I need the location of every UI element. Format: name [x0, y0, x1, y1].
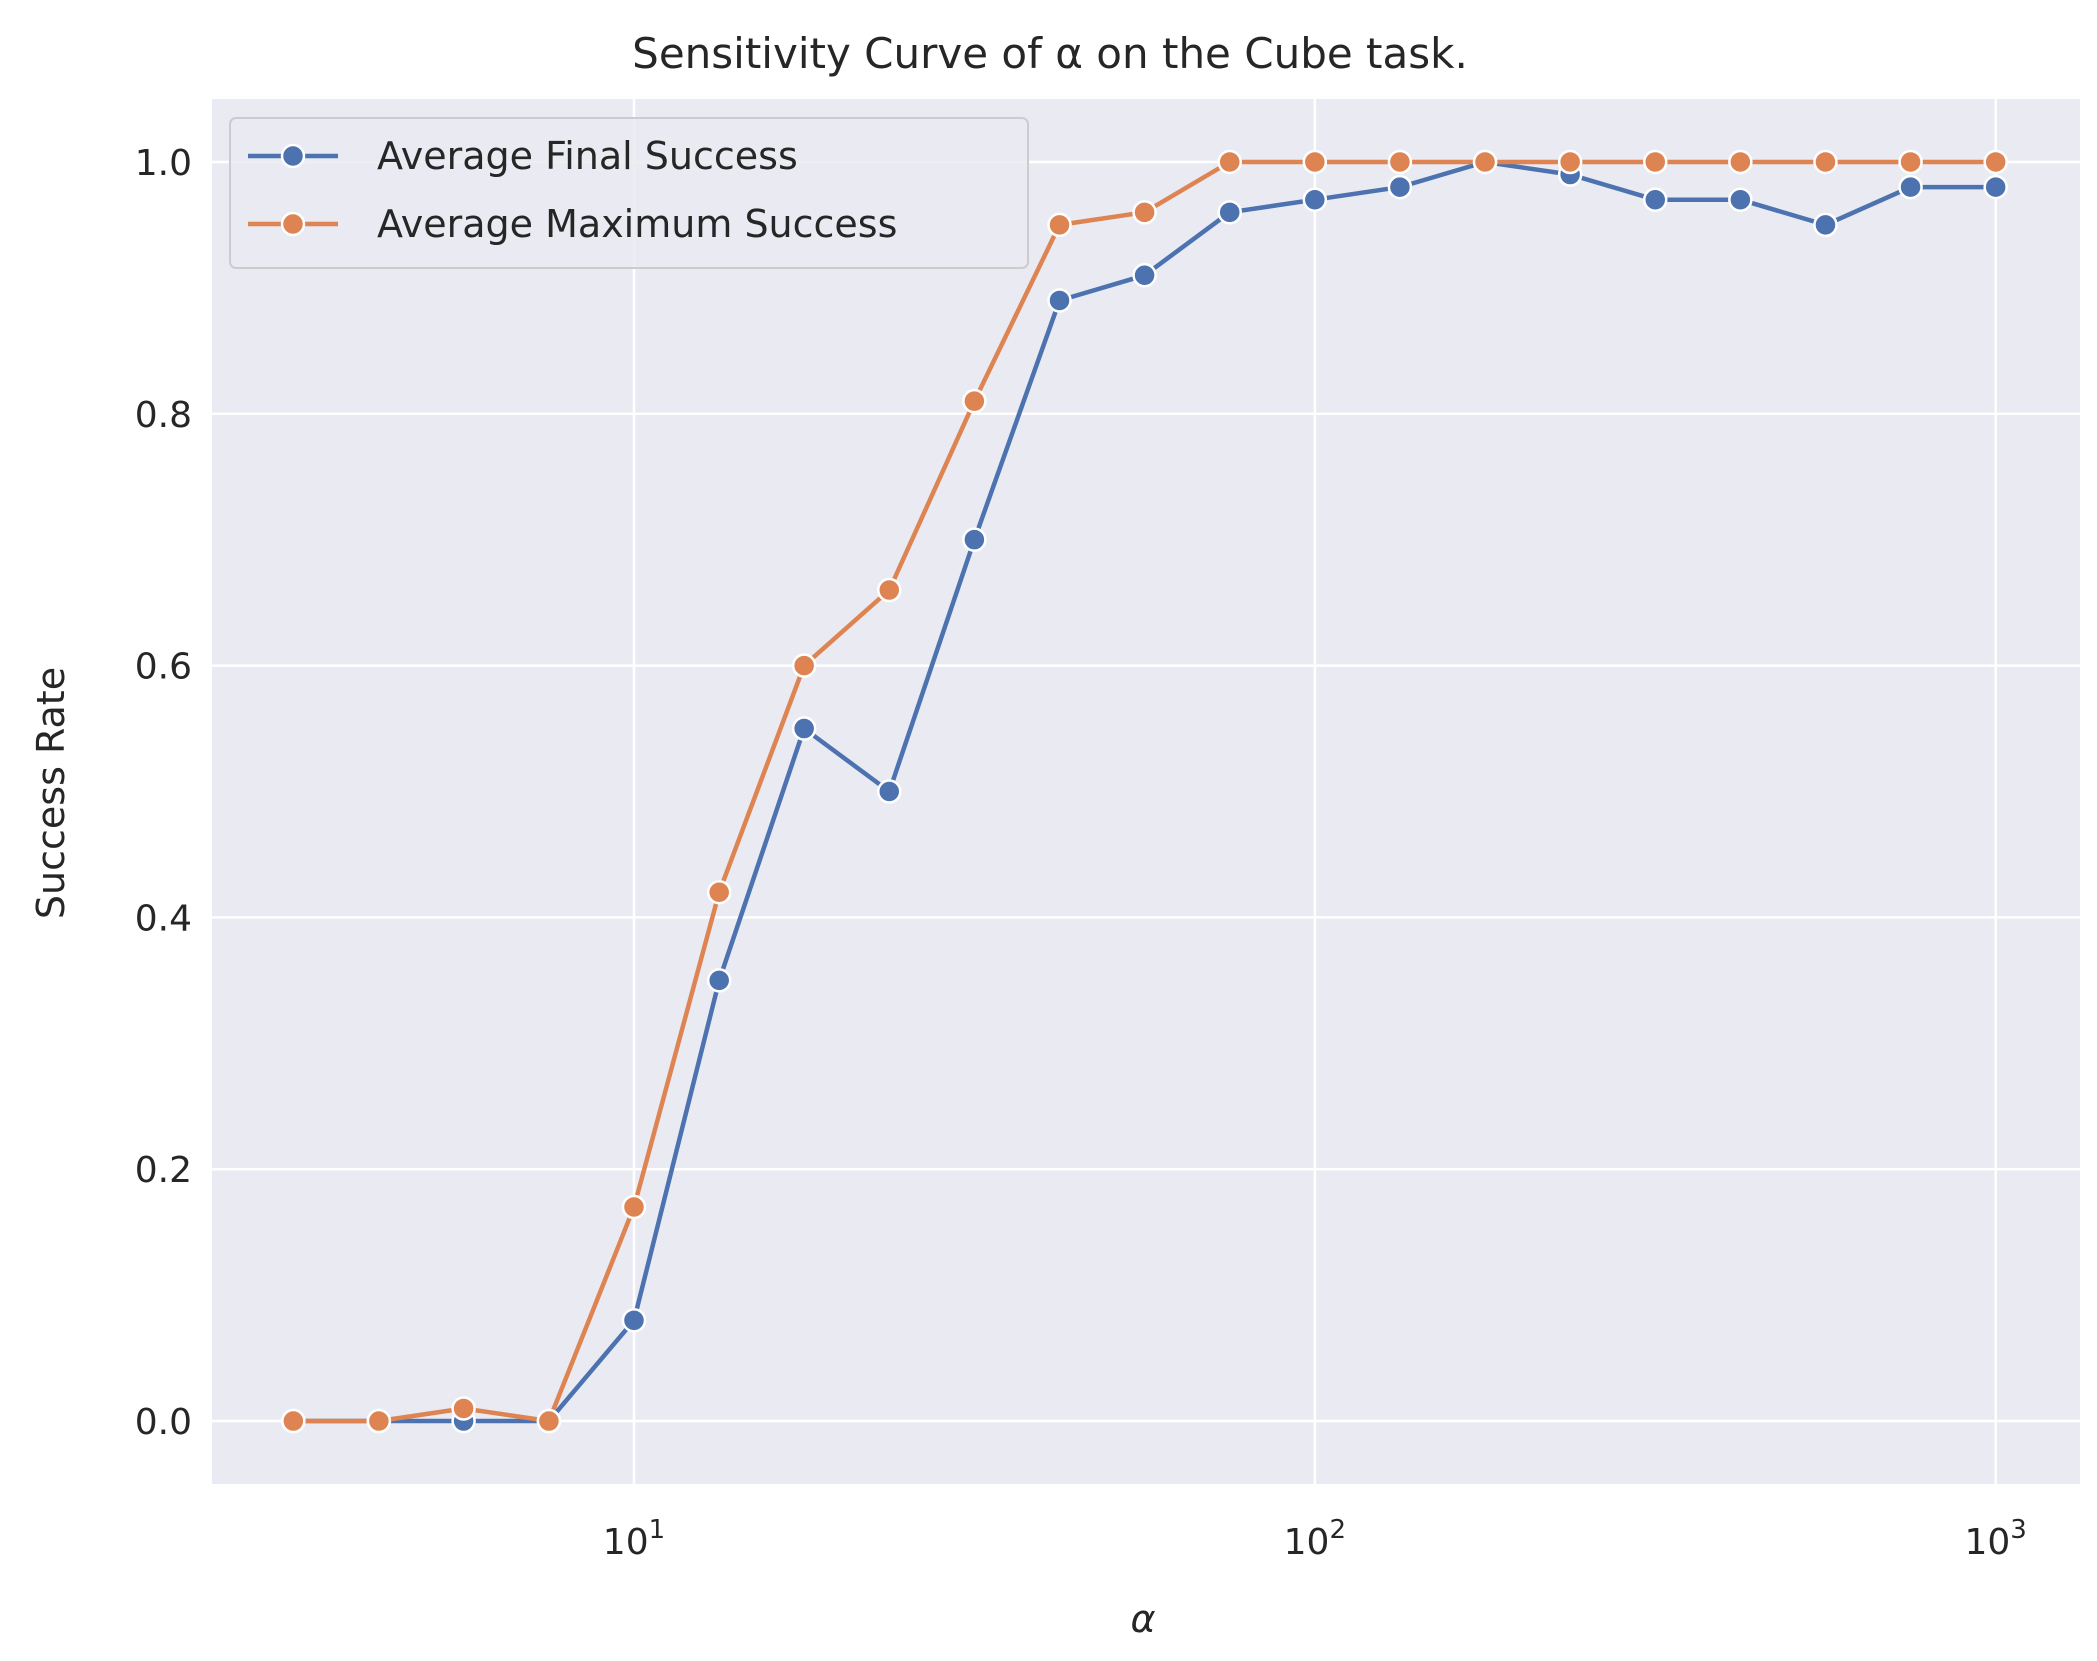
legend-label: Average Maximum Success — [377, 202, 897, 246]
x-tick-label: 101 — [603, 1515, 665, 1563]
y-tick-label: 0.8 — [135, 395, 192, 436]
legend-label: Average Final Success — [377, 134, 798, 178]
data-point — [962, 388, 987, 414]
data-point — [706, 968, 732, 993]
y-tick-label: 0.0 — [135, 1402, 192, 1443]
data-point — [1472, 149, 1498, 175]
data-point — [1047, 288, 1072, 313]
data-point — [1217, 149, 1242, 175]
data-point — [791, 716, 817, 741]
data-point — [1387, 174, 1413, 200]
x-axis-label: α — [1130, 1597, 1155, 1641]
data-point — [451, 1396, 476, 1421]
data-point — [1813, 212, 1838, 238]
data-point — [1728, 187, 1753, 212]
data-point — [621, 1308, 647, 1333]
data-point — [706, 879, 732, 905]
legend-box — [229, 117, 1029, 269]
data-point — [1983, 149, 2008, 175]
data-point — [281, 1408, 306, 1434]
data-point — [1132, 200, 1157, 225]
y-tick-label: 0.4 — [135, 898, 192, 939]
data-point — [791, 653, 817, 678]
data-point — [1898, 149, 1923, 175]
data-point — [1813, 149, 1838, 175]
data-point — [1643, 187, 1668, 212]
y-tick-label: 0.2 — [135, 1150, 192, 1191]
data-point — [1728, 149, 1753, 175]
data-point — [1302, 187, 1328, 212]
y-tick-labels: 0.0 0.2 0.4 0.6 0.8 1.0 — [135, 143, 192, 1443]
data-point — [1387, 149, 1413, 175]
data-point — [962, 527, 987, 552]
data-point — [1983, 174, 2008, 200]
data-point — [1217, 200, 1242, 225]
data-point — [621, 1194, 647, 1220]
data-point — [1557, 149, 1583, 175]
data-point — [536, 1408, 562, 1434]
x-tick-labels: 101 102 103 — [603, 1515, 2027, 1563]
data-point — [1047, 212, 1072, 238]
data-point — [877, 779, 902, 804]
plot-area — [212, 99, 2080, 1484]
legend-marker — [280, 143, 306, 169]
legend-marker — [280, 211, 306, 237]
x-tick-label: 102 — [1284, 1515, 1346, 1563]
y-tick-label: 0.6 — [135, 647, 192, 688]
chart-title: Sensitivity Curve of α on the Cube task. — [632, 29, 1468, 78]
data-point — [1302, 149, 1328, 175]
data-point — [877, 577, 902, 603]
y-tick-label: 1.0 — [135, 143, 192, 184]
data-point — [1643, 149, 1668, 175]
legend: Average Final Success Average Maximum Suc… — [229, 117, 1029, 269]
data-point — [1898, 174, 1923, 200]
data-point — [366, 1408, 392, 1434]
series-markers — [281, 149, 2008, 1434]
y-axis-label: Success Rate — [29, 667, 73, 919]
x-tick-label: 103 — [1964, 1515, 2026, 1563]
data-point — [1132, 263, 1157, 288]
